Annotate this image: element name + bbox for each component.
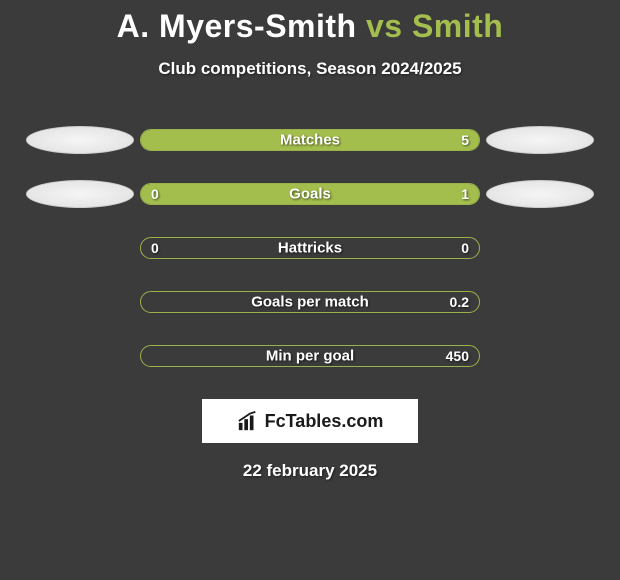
avatar-wrap-left — [20, 125, 140, 155]
stat-bar: Hattricks 0 0 — [140, 237, 480, 259]
stat-bar: Goals 0 1 — [140, 183, 480, 205]
stat-bar: Matches 5 — [140, 129, 480, 151]
avatar-wrap-right — [480, 179, 600, 209]
player2-name: Smith — [412, 8, 503, 44]
stat-value-right: 5 — [461, 132, 469, 148]
vs-text: vs — [366, 8, 403, 44]
avatar-wrap-right — [480, 287, 600, 317]
stat-row: Min per goal 450 — [0, 341, 620, 371]
stat-label: Matches — [280, 132, 340, 149]
stat-row: Goals per match 0.2 — [0, 287, 620, 317]
comparison-container: A. Myers-Smith vs Smith Club competition… — [0, 0, 620, 481]
avatar-wrap-left — [20, 233, 140, 263]
bar-fill-right — [205, 184, 479, 204]
player2-avatar — [486, 126, 594, 154]
player1-avatar — [26, 126, 134, 154]
stat-value-right: 450 — [446, 348, 469, 364]
player2-avatar — [486, 180, 594, 208]
brand-bars-icon — [237, 410, 259, 432]
stat-value-left: 0 — [151, 240, 159, 256]
avatar-wrap-right — [480, 233, 600, 263]
stat-bar: Min per goal 450 — [140, 345, 480, 367]
comparison-title: A. Myers-Smith vs Smith — [0, 8, 620, 45]
stat-row: Goals 0 1 — [0, 179, 620, 209]
stat-row: Matches 5 — [0, 125, 620, 155]
avatar-wrap-left — [20, 341, 140, 371]
date-text: 22 february 2025 — [0, 461, 620, 481]
stat-bar: Goals per match 0.2 — [140, 291, 480, 313]
brand-box: FcTables.com — [202, 399, 418, 443]
stat-value-right: 0 — [461, 240, 469, 256]
stat-value-right: 1 — [461, 186, 469, 202]
stat-value-left: 0 — [151, 186, 159, 202]
stat-label: Min per goal — [266, 348, 354, 365]
avatar-wrap-left — [20, 287, 140, 317]
stat-row: Hattricks 0 0 — [0, 233, 620, 263]
player1-avatar — [26, 180, 134, 208]
avatar-wrap-right — [480, 125, 600, 155]
avatar-wrap-right — [480, 341, 600, 371]
brand-text: FcTables.com — [265, 411, 384, 432]
stat-label: Goals — [289, 186, 331, 203]
player1-name: A. Myers-Smith — [117, 8, 357, 44]
stat-label: Hattricks — [278, 240, 342, 257]
subtitle: Club competitions, Season 2024/2025 — [0, 59, 620, 79]
stats-area: Matches 5 Goals 0 1 Hattricks 0 0 Goals per matc… — [0, 125, 620, 371]
stat-label: Goals per match — [251, 294, 369, 311]
avatar-wrap-left — [20, 179, 140, 209]
stat-value-right: 0.2 — [450, 294, 469, 310]
